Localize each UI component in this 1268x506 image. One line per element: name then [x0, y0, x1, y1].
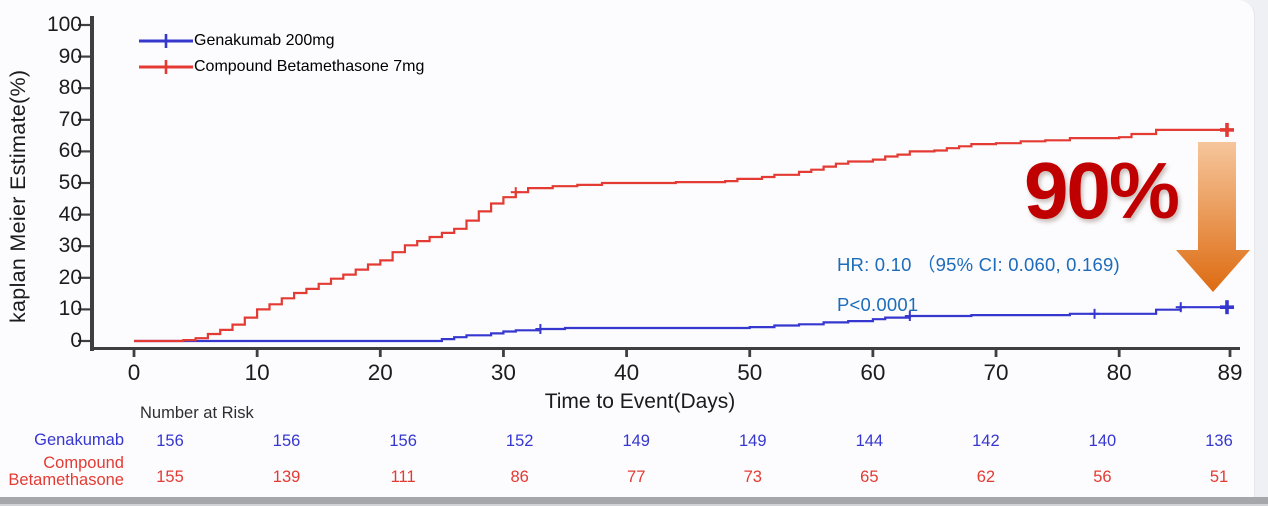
legend-label: Genakumab 200mg — [194, 32, 335, 49]
risk-count: 149 — [739, 432, 767, 450]
x-tick-label: 30 — [490, 360, 516, 385]
x-axis-line — [90, 347, 1240, 350]
y-tick-label: 70 — [58, 107, 82, 131]
x-tick-label: 40 — [614, 360, 640, 385]
risk-count: 65 — [860, 468, 879, 486]
risk-row-label: Compound Betamethasone — [0, 455, 124, 489]
risk-count: 156 — [156, 432, 184, 450]
y-tick-label: 80 — [58, 76, 82, 100]
x-tick-label: 0 — [127, 360, 141, 385]
risk-count: 149 — [622, 432, 650, 450]
risk-count: 62 — [976, 468, 996, 486]
y-tick-label: 20 — [58, 265, 82, 289]
x-tick-label: 10 — [244, 360, 270, 385]
risk-count: 77 — [627, 468, 646, 486]
y-tick-label: 60 — [58, 139, 82, 163]
risk-reduction-callout: 90% — [1023, 146, 1180, 235]
x-tick-label: 89 — [1217, 360, 1243, 385]
y-tick — [78, 308, 90, 311]
y-tick-label: 40 — [58, 202, 82, 226]
x-tick-label: 80 — [1106, 360, 1132, 385]
x-tick — [994, 349, 998, 357]
risk-row-label-line: Compound — [43, 454, 124, 472]
statistics-annotation: HR: 0.10 （95% CI: 0.060, 0.169) P<0.0001 — [837, 251, 1120, 316]
y-axis-spine — [90, 16, 94, 351]
km-figure-card: kaplan Meier Estimate(%) 0 10 20 30 40 50 60 70… — [0, 0, 1255, 497]
x-tick — [1228, 349, 1232, 357]
x-tick — [255, 349, 259, 357]
risk-count: 73 — [743, 468, 762, 486]
p-value-text: P<0.0001 — [837, 294, 919, 315]
hazard-ratio-text: HR: 0.10 （95% CI: 0.060, 0.169) — [837, 254, 1120, 275]
risk-table-header: Number at Risk — [140, 404, 254, 422]
risk-count: 152 — [505, 432, 534, 450]
legend-line-icon — [139, 34, 193, 48]
risk-count: 86 — [510, 468, 529, 486]
risk-count: 155 — [156, 468, 184, 486]
x-tick — [378, 349, 382, 357]
x-tick-label: 60 — [860, 360, 886, 385]
down-arrow-icon — [1176, 142, 1250, 292]
km-curve — [134, 306, 1230, 343]
y-tick-label: 100 — [46, 13, 82, 36]
legend: Genakumab 200mg Compound Betamethasone 7… — [138, 28, 424, 80]
km-plot-canvas — [78, 16, 1240, 357]
y-tick-label: 0 — [70, 329, 82, 352]
y-tick-label: 90 — [58, 44, 82, 68]
y-tick — [78, 181, 90, 185]
legend-item: Genakumab 200mg — [138, 28, 424, 54]
y-tick-label: 30 — [58, 234, 82, 258]
risk-count: 56 — [1093, 468, 1112, 486]
bottom-bar — [0, 497, 1268, 506]
risk-count: 51 — [1209, 468, 1229, 486]
x-tick — [625, 349, 628, 357]
risk-row-label: Genakumab — [0, 432, 124, 449]
risk-row-label-line: Genakumab — [34, 431, 124, 449]
x-tick-label: 20 — [367, 360, 393, 385]
risk-row-label-line: Betamethasone — [8, 471, 124, 489]
x-tick-label: 70 — [983, 360, 1009, 385]
y-tick — [78, 276, 90, 279]
risk-count: 142 — [972, 432, 1000, 450]
legend-line-icon — [139, 60, 193, 74]
risk-count: 156 — [389, 432, 417, 450]
legend-label: Compound Betamethasone 7mg — [194, 58, 425, 75]
y-tick-label: 50 — [58, 171, 82, 194]
y-tick — [78, 87, 90, 90]
y-tick — [78, 150, 90, 153]
x-tick — [1117, 349, 1121, 357]
x-tick — [502, 349, 505, 357]
y-tick — [78, 55, 90, 58]
x-axis-title: Time to Event(Days) — [544, 390, 736, 413]
km-curve — [134, 128, 1230, 343]
y-tick — [78, 245, 90, 248]
risk-count: 156 — [272, 432, 301, 450]
risk-count: 136 — [1205, 432, 1233, 450]
y-tick — [78, 339, 90, 343]
y-tick — [78, 23, 90, 27]
x-tick — [748, 349, 752, 357]
y-tick-label: 10 — [58, 297, 82, 321]
y-tick — [78, 213, 90, 216]
risk-count: 139 — [272, 468, 301, 486]
x-tick — [132, 349, 136, 357]
x-tick — [871, 349, 875, 357]
risk-count: 144 — [855, 432, 884, 450]
y-tick — [78, 118, 90, 121]
legend-item: Compound Betamethasone 7mg — [138, 54, 424, 80]
x-tick-label: 50 — [737, 360, 763, 385]
risk-count: 111 — [390, 468, 416, 486]
risk-count: 140 — [1088, 432, 1117, 450]
